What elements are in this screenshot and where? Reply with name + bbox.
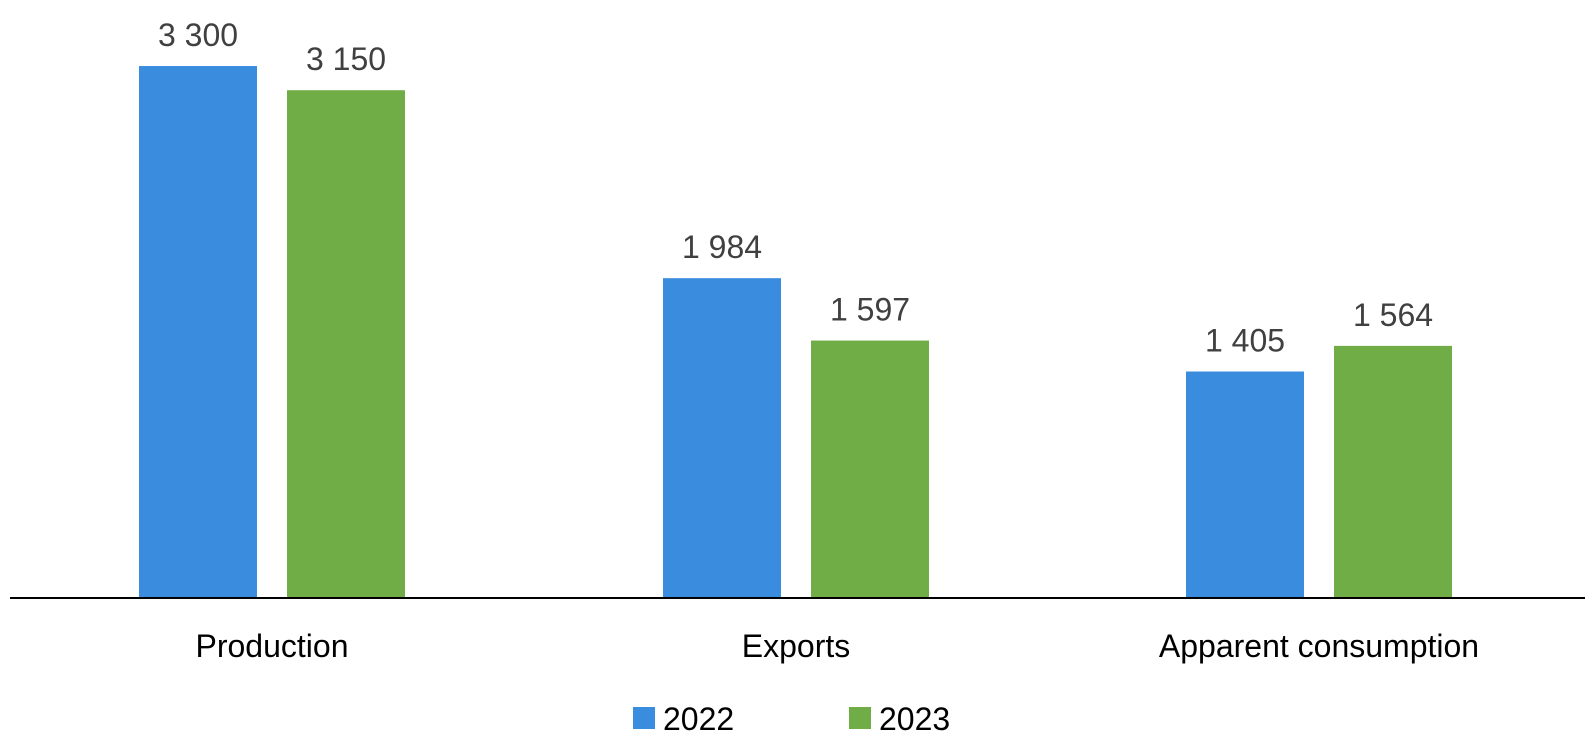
bar-apparent-consumption-2022	[1186, 371, 1304, 598]
bar-exports-2022	[663, 278, 781, 598]
legend-label-2023: 2023	[879, 701, 950, 737]
category-label-production: Production	[196, 628, 349, 664]
data-label-exports-2022: 1 984	[682, 229, 762, 265]
category-label-apparent-consumption: Apparent consumption	[1159, 628, 1479, 664]
bar-apparent-consumption-2023	[1334, 345, 1452, 598]
legend-swatch-2023	[849, 707, 871, 729]
bar-production-2023	[287, 90, 405, 599]
data-label-production-2023: 3 150	[306, 41, 386, 77]
category-label-exports: Exports	[742, 628, 850, 664]
data-label-production-2022: 3 300	[158, 17, 238, 53]
data-label-apparent-consumption-2023: 1 564	[1353, 297, 1433, 333]
legend-label-2022: 2022	[663, 701, 734, 737]
legend-swatch-2022	[633, 707, 655, 729]
bar-production-2022	[139, 66, 257, 599]
data-label-exports-2023: 1 597	[830, 292, 910, 328]
data-label-apparent-consumption-2022: 1 405	[1205, 323, 1285, 359]
bar-exports-2023	[811, 340, 929, 598]
